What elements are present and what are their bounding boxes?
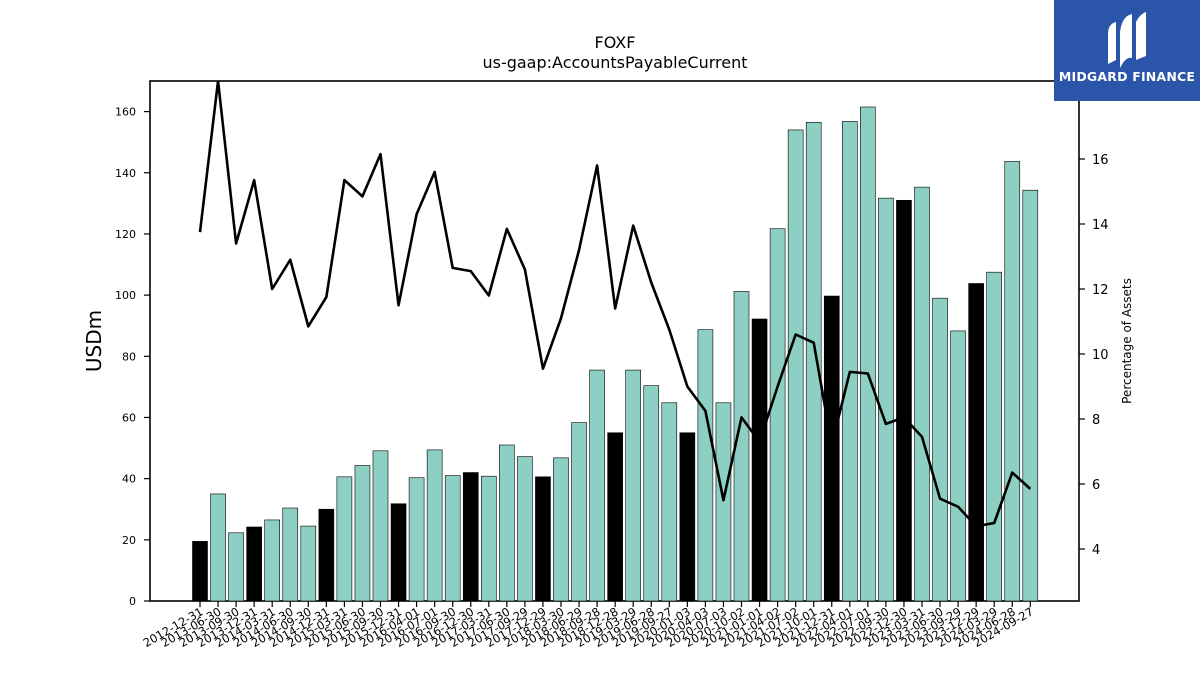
bar-2014-12-31 (318, 508, 335, 602)
line-layer (198, 81, 1032, 528)
bar-2020-01-03 (679, 432, 696, 602)
bar-2019-03-29 (625, 369, 642, 602)
bar-2012-12-31 (192, 541, 208, 602)
bar-2015-12-31 (390, 503, 407, 602)
bar-2016-12-30 (462, 472, 479, 602)
bar-2021-10-01 (805, 121, 822, 602)
y-tick-label: 120 (115, 228, 136, 241)
y2-axis: 4 6 8 10 12 14 16 (1079, 153, 1109, 558)
y2-tick-label: 8 (1092, 413, 1100, 428)
y-tick-label: 20 (122, 534, 136, 547)
bar-2022-07-01 (860, 106, 876, 602)
bar-2017-03-31 (480, 475, 497, 602)
bar-2021-04-02 (769, 228, 786, 602)
y2-tick-label: 14 (1092, 218, 1109, 233)
bar-2020-07-03 (715, 402, 732, 602)
bar-2023-06-30 (932, 297, 948, 602)
y2-tick-label: 10 (1092, 348, 1109, 363)
y-tick-label: 40 (122, 473, 136, 486)
bar-2014-09-30 (300, 525, 317, 602)
bar-2016-09-30 (444, 475, 461, 602)
chart-title: FOXF (595, 33, 636, 52)
bar-2022-09-30 (878, 197, 894, 602)
y-tick-label: 60 (122, 411, 136, 424)
bar-2016-07-01 (426, 449, 443, 602)
bar-2013-09-30 (228, 532, 244, 602)
bar-2019-09-27 (661, 402, 678, 602)
bar-2021-01-01 (751, 318, 768, 602)
bar-2018-03-30 (553, 457, 569, 602)
y-axis-label: USDm (82, 310, 106, 372)
bar-2014-06-30 (282, 507, 299, 602)
bar-2018-09-28 (589, 369, 605, 602)
line-series-percentage-of-assets (198, 81, 1032, 528)
bar-2015-06-30 (354, 465, 371, 602)
bar-2024-03-29 (986, 271, 1003, 602)
bar-2024-09-27 (1022, 189, 1039, 602)
y-tick-label: 160 (115, 106, 136, 119)
bar-2018-06-29 (571, 422, 587, 602)
y-tick-label: 0 (129, 595, 136, 608)
bar-2021-07-02 (787, 129, 804, 602)
bar-2018-12-28 (607, 432, 623, 602)
bar-2017-06-30 (499, 444, 515, 602)
y2-tick-label: 6 (1092, 478, 1100, 493)
bar-2017-12-29 (535, 476, 551, 602)
y2-tick-label: 16 (1092, 153, 1109, 168)
x-axis: 2012-12-312013-06-302013-09-302013-12-31… (141, 601, 1036, 650)
bar-2013-06-30 (210, 493, 226, 602)
y-tick-label: 80 (122, 350, 136, 363)
bar-2013-12-31 (246, 526, 262, 602)
bar-2022-12-30 (896, 199, 912, 602)
brand-logo: MIDGARD FINANCE (1054, 0, 1200, 101)
bar-2023-12-29 (968, 283, 984, 602)
bar-2022-04-01 (841, 121, 858, 602)
y2-axis-label: Percentage of Assets (1120, 278, 1134, 404)
bar-2017-09-29 (517, 456, 533, 602)
bar-2014-03-31 (264, 519, 281, 602)
bar-2016-04-01 (408, 477, 425, 602)
bar-2020-04-03 (697, 329, 714, 602)
bar-2023-03-31 (914, 186, 930, 602)
y2-tick-label: 12 (1092, 283, 1109, 298)
bar-2024-06-28 (1004, 161, 1021, 602)
y-axis: 0 20 40 60 80 100 120 140 160 (115, 106, 150, 608)
bars-layer (192, 106, 1039, 602)
y-tick-label: 140 (115, 167, 136, 180)
y-tick-label: 100 (115, 289, 136, 302)
brand-name: MIDGARD FINANCE (1058, 69, 1196, 84)
bar-2023-09-29 (950, 330, 966, 602)
bar-2015-09-30 (372, 450, 389, 602)
chart-subtitle: us-gaap:AccountsPayableCurrent (482, 53, 747, 72)
bar-2015-03-31 (336, 476, 353, 602)
y2-tick-label: 4 (1092, 543, 1100, 558)
midgard-logo-icon (1108, 12, 1146, 68)
bar-2021-12-31 (823, 295, 840, 602)
bar-2019-06-28 (643, 385, 660, 602)
